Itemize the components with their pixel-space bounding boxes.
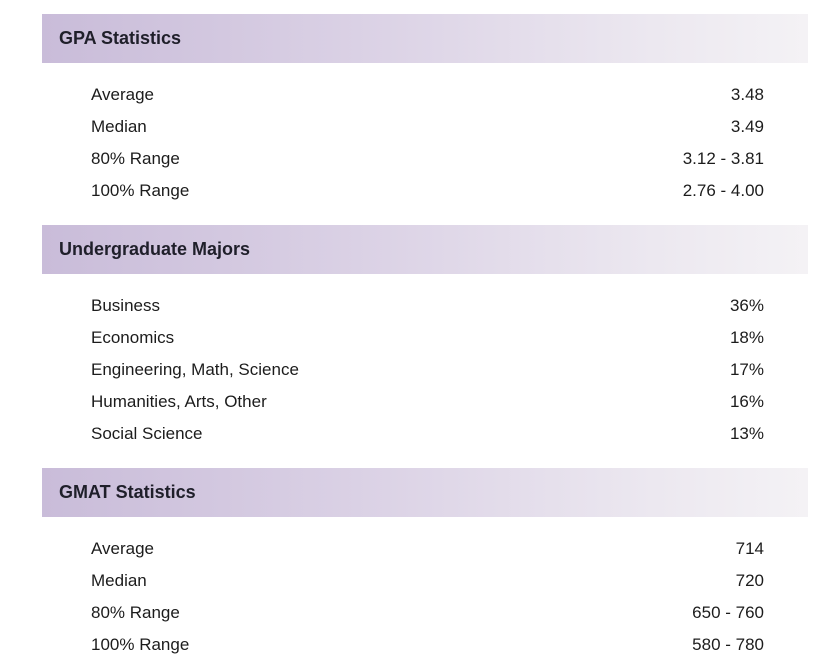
stat-label: Median — [91, 117, 147, 136]
major-label: Social Science — [91, 424, 203, 443]
major-row-humanities-arts-other: Humanities, Arts, Other 16% — [42, 389, 808, 421]
stat-label: 80% Range — [91, 603, 180, 622]
gpa-statistics-section: GPA Statistics Average 3.48 Median 3.49 … — [42, 14, 808, 210]
stat-label: 100% Range — [91, 181, 190, 200]
stat-row-gmat-100-range: 100% Range 580 - 780 — [42, 632, 808, 664]
stat-value: 3.48 — [730, 85, 764, 104]
major-percent: 17% — [729, 360, 764, 379]
stat-label: Average — [91, 85, 155, 104]
stat-row-gmat-median: Median 720 — [42, 568, 808, 600]
stat-row-gmat-average: Average 714 — [42, 536, 808, 568]
stat-value: 650 - 760 — [692, 603, 764, 622]
stat-value: 2.76 - 4.00 — [682, 181, 764, 200]
major-row-economics: Economics 18% — [42, 325, 808, 357]
gmat-statistics-title: GMAT Statistics — [59, 482, 196, 502]
stat-label: Median — [91, 571, 147, 590]
stat-row-gpa-80-range: 80% Range 3.12 - 3.81 — [42, 146, 808, 178]
gpa-statistics-rows: Average 3.48 Median 3.49 80% Range 3.12 … — [42, 63, 808, 210]
major-label: Engineering, Math, Science — [91, 360, 299, 379]
stat-row-gpa-median: Median 3.49 — [42, 114, 808, 146]
stat-label: Average — [91, 539, 155, 558]
gmat-statistics-header: GMAT Statistics — [42, 468, 808, 517]
stat-row-gpa-100-range: 100% Range 2.76 - 4.00 — [42, 178, 808, 210]
major-percent: 18% — [729, 328, 764, 347]
undergraduate-majors-section: Undergraduate Majors Business 36% Econom… — [42, 225, 808, 453]
stat-row-gpa-average: Average 3.48 — [42, 82, 808, 114]
gpa-statistics-header: GPA Statistics — [42, 14, 808, 63]
gmat-statistics-section: GMAT Statistics Average 714 Median 720 8… — [42, 468, 808, 664]
stat-value: 580 - 780 — [692, 635, 764, 654]
major-row-social-science: Social Science 13% — [42, 421, 808, 453]
stat-value: 3.12 - 3.81 — [682, 149, 764, 168]
major-percent: 36% — [729, 296, 764, 315]
major-row-engineering-math-science: Engineering, Math, Science 17% — [42, 357, 808, 389]
major-percent: 13% — [729, 424, 764, 443]
stat-label: 80% Range — [91, 149, 180, 168]
stat-value: 714 — [735, 539, 764, 558]
stat-label: 100% Range — [91, 635, 190, 654]
gpa-statistics-title: GPA Statistics — [59, 28, 182, 48]
undergraduate-majors-title: Undergraduate Majors — [59, 239, 251, 259]
major-label: Humanities, Arts, Other — [91, 392, 267, 411]
undergraduate-majors-header: Undergraduate Majors — [42, 225, 808, 274]
gmat-statistics-rows: Average 714 Median 720 80% Range 650 - 7… — [42, 517, 808, 664]
major-label: Business — [91, 296, 160, 315]
major-percent: 16% — [729, 392, 764, 411]
stat-row-gmat-80-range: 80% Range 650 - 760 — [42, 600, 808, 632]
stat-value: 720 — [735, 571, 764, 590]
undergraduate-majors-rows: Business 36% Economics 18% Engineering, … — [42, 274, 808, 453]
major-label: Economics — [91, 328, 175, 347]
stat-value: 3.49 — [730, 117, 764, 136]
major-row-business: Business 36% — [42, 293, 808, 325]
